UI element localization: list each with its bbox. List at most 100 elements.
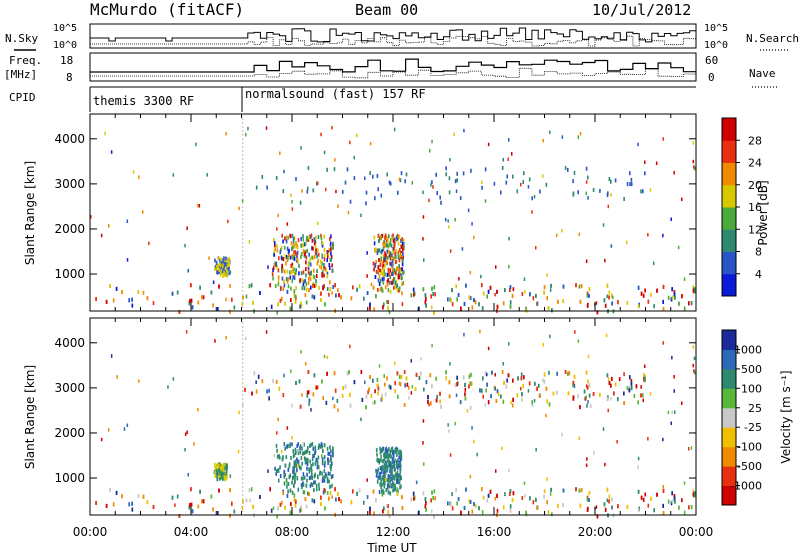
data-cell [295,244,297,249]
data-cell [277,275,280,280]
colorbar-frame [721,329,737,506]
data-cell [380,235,383,240]
data-cell [656,288,658,293]
data-cell [608,494,611,499]
data-cell [433,311,435,315]
data-cell [473,502,475,507]
data-cell [286,484,288,489]
data-cell [607,377,610,381]
data-cell [629,171,631,176]
data-cell [405,376,408,381]
data-cell [366,274,368,278]
data-cell [471,222,473,226]
data-cell [403,246,405,251]
data-cell [315,483,318,488]
data-cell [224,477,227,482]
power-colorbar-label: Power [dB] [756,180,770,245]
data-cell [391,259,394,264]
data-cell [323,488,325,493]
data-cell [104,131,106,136]
data-cell [287,467,290,472]
data-cell [391,474,393,479]
data-cell [337,204,339,208]
data-cell [326,287,329,291]
data-cell [178,514,181,518]
data-cell [602,427,605,431]
data-cell [281,233,283,238]
data-cell [394,361,396,366]
data-cell [313,284,316,288]
data-cell [502,158,504,162]
data-cell [392,453,395,458]
data-cell [523,171,525,176]
data-cell [301,461,303,466]
data-cell [191,305,194,310]
data-cell [381,249,383,254]
colorbar-tick-label: -25 [744,421,762,434]
data-cell [313,499,316,504]
data-cell [382,241,384,246]
data-cell [390,243,393,248]
data-cell [306,466,308,471]
data-cell [309,475,312,480]
data-cell [511,152,513,156]
data-cell [495,469,497,473]
data-cell [309,262,312,267]
data-cell [320,265,323,270]
data-cell [323,247,326,252]
data-cell [671,295,674,300]
data-cell [189,299,191,303]
data-cell [398,254,401,259]
data-cell [370,394,373,398]
data-cell [606,498,608,503]
data-cell [334,487,336,492]
data-cell [507,373,510,378]
data-cell [378,258,380,263]
data-cell [360,370,363,374]
data-cell [297,238,300,243]
data-cell [491,370,493,375]
data-cell [386,504,388,508]
data-cell [315,282,317,287]
data-cell [315,487,318,492]
data-cell [380,258,382,263]
data-cell [325,473,328,478]
data-cell [447,297,449,302]
data-cell [238,410,240,415]
data-cell [398,480,400,485]
data-cell [455,488,457,493]
data-cell [389,256,392,261]
data-cell [486,498,488,503]
data-cell [373,307,375,312]
data-cell [383,456,386,461]
data-cell [110,150,113,154]
data-cell [374,264,377,269]
data-cell [291,200,293,204]
data-cell [312,188,315,193]
data-cell [255,380,257,384]
data-cell [322,449,324,453]
frequency-traces [90,58,697,79]
data-cell [505,180,508,185]
data-cell [388,462,391,466]
data-cell [401,267,403,272]
data-cell [311,294,314,299]
data-cell [379,235,382,240]
data-cell [415,480,418,485]
data-cell [543,494,545,499]
data-cell [214,470,217,475]
data-cell [313,254,316,259]
data-cell [282,287,285,292]
data-cell [378,364,381,368]
data-cell [340,295,342,300]
cpid-segment-1: themis 3300 RF [93,94,194,108]
data-cell [461,247,464,251]
data-cell [575,487,577,492]
data-cell [388,447,390,452]
data-cell [316,181,318,186]
data-cell [644,492,646,497]
data-cell [242,499,244,504]
data-cell [276,310,278,315]
data-cell [401,291,403,296]
data-cell [382,305,384,310]
